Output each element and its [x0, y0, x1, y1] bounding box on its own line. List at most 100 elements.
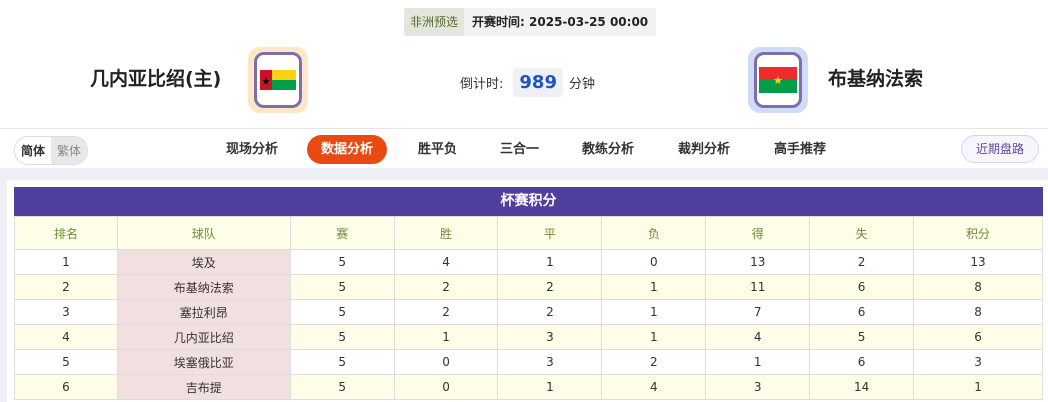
table-cell: 2 [497, 274, 603, 300]
column-header: 失 [809, 216, 915, 250]
table-cell: 4 [14, 324, 118, 350]
table-cell: 6 [809, 274, 915, 300]
table-cell: 3 [705, 374, 811, 400]
table-cell: 5 [289, 299, 395, 325]
league-label[interactable]: 非洲预选 [404, 8, 465, 36]
table-cell: 0 [393, 374, 499, 400]
table-cell: 1 [913, 374, 1043, 400]
team-cell[interactable]: 埃塞俄比亚 [116, 349, 291, 375]
table-cell: 8 [913, 299, 1043, 325]
simplified-chinese-button[interactable]: 简体 [15, 137, 52, 164]
tab-three-in-one[interactable]: 三合一 [500, 142, 540, 157]
countdown: 倒计时: 989 分钟 [460, 68, 595, 97]
team-cell[interactable]: 布基纳法索 [116, 274, 291, 300]
table-cell: 11 [705, 274, 811, 300]
away-team-name[interactable]: 布基纳法索 [828, 68, 924, 90]
kickoff-label: 开赛时间: [472, 15, 525, 29]
table-cell: 2 [809, 249, 915, 275]
table-row: 5 埃塞俄比亚 5 0 3 2 1 6 3 [14, 349, 1043, 375]
countdown-value: 989 [513, 68, 563, 97]
header-row: 排名 球队赛胜平负得失积分 [14, 216, 1043, 250]
table-cell: 2 [601, 349, 707, 375]
table-cell: 6 [809, 299, 915, 325]
table-cell: 1 [705, 349, 811, 375]
table-row: 6 吉布提 5 0 1 4 3 14 1 [14, 374, 1043, 400]
table-cell: 5 [289, 349, 395, 375]
table-cell: 3 [14, 299, 118, 325]
column-header: 胜 [393, 216, 499, 250]
tab-coach-analysis[interactable]: 教练分析 [582, 142, 635, 157]
table-cell: 13 [913, 249, 1043, 275]
table-cell: 2 [393, 299, 499, 325]
team-cell[interactable]: 几内亚比绍 [116, 324, 291, 350]
kickoff-value: 2025-03-25 00:00 [529, 15, 649, 29]
table-cell: 3 [913, 349, 1043, 375]
tab-referee-analysis[interactable]: 裁判分析 [678, 142, 731, 157]
analysis-nav: 简体 繁体 现场分析 数据分析 胜平负 三合一 教练分析 裁判分析 高手推荐 近… [0, 128, 1048, 168]
divider-left [0, 180, 7, 402]
table-cell: 13 [705, 249, 811, 275]
table-cell: 2 [393, 274, 499, 300]
table-cell: 1 [393, 324, 499, 350]
recent-trend-button[interactable]: 近期盘路 [961, 135, 1040, 163]
table-cell: 3 [497, 349, 603, 375]
countdown-unit: 分钟 [568, 77, 595, 92]
match-info-bar: 非洲预选 开赛时间: 2025-03-25 00:00 [404, 8, 657, 36]
table-cell: 6 [14, 374, 118, 400]
table-cell: 4 [705, 324, 811, 350]
burkina-faso-flag-icon [759, 67, 797, 93]
team-cell[interactable]: 吉布提 [116, 374, 291, 400]
tab-win-draw-lose[interactable]: 胜平负 [418, 142, 458, 157]
table-cell: 0 [601, 249, 707, 275]
table-row: 2 布基纳法索 5 2 2 1 11 6 8 [14, 274, 1043, 300]
language-toggle: 简体 繁体 [14, 136, 89, 165]
table-cell: 1 [497, 249, 603, 275]
table-cell: 1 [14, 249, 118, 275]
table-cell: 14 [809, 374, 915, 400]
table-row: 4 几内亚比绍 5 1 3 1 4 5 6 [14, 324, 1043, 350]
table-cell: 2 [14, 274, 118, 300]
column-header: 得 [705, 216, 811, 250]
divider [0, 168, 1048, 180]
table-cell: 5 [289, 374, 395, 400]
table-cell: 6 [913, 324, 1043, 350]
traditional-chinese-button[interactable]: 繁体 [51, 137, 88, 164]
home-team-name[interactable]: 几内亚比绍(主) [90, 68, 222, 90]
column-header: 球队 [116, 216, 291, 250]
team-cell[interactable]: 塞拉利昂 [116, 299, 291, 325]
table-cell: 5 [289, 274, 395, 300]
kickoff-time: 开赛时间: 2025-03-25 00:00 [464, 8, 657, 36]
table-cell: 4 [393, 249, 499, 275]
column-header: 平 [497, 216, 603, 250]
table-cell: 1 [601, 299, 707, 325]
table-cell: 6 [809, 349, 915, 375]
home-team-flag[interactable] [248, 47, 308, 113]
column-header: 赛 [289, 216, 395, 250]
away-team-flag[interactable] [748, 47, 808, 113]
standings-table: 杯赛积分 排名 球队赛胜平负得失积分 1 埃及 5 4 1 0 13 2 13 2 布基纳法索 5 2 2 1… [14, 187, 1043, 400]
team-cell[interactable]: 埃及 [116, 249, 291, 275]
tab-live-analysis[interactable]: 现场分析 [226, 142, 279, 157]
table-cell: 5 [289, 324, 395, 350]
standings-title: 杯赛积分 [14, 187, 1043, 216]
column-header: 积分 [913, 216, 1043, 250]
table-row: 3 塞拉利昂 5 2 2 1 7 6 8 [14, 299, 1043, 325]
table-cell: 5 [14, 349, 118, 375]
tab-expert-picks[interactable]: 高手推荐 [774, 142, 827, 157]
tab-data-analysis[interactable]: 数据分析 [307, 135, 388, 164]
table-cell: 2 [497, 299, 603, 325]
table-cell: 5 [289, 249, 395, 275]
table-cell: 1 [601, 324, 707, 350]
column-header: 负 [601, 216, 707, 250]
countdown-label: 倒计时: [460, 77, 504, 92]
table-cell: 8 [913, 274, 1043, 300]
table-cell: 4 [601, 374, 707, 400]
table-row: 1 埃及 5 4 1 0 13 2 13 [14, 249, 1043, 275]
table-cell: 3 [497, 324, 603, 350]
table-cell: 7 [705, 299, 811, 325]
table-cell: 1 [601, 274, 707, 300]
guinea-bissau-flag-icon [260, 70, 296, 90]
column-header: 排名 [14, 216, 118, 250]
table-cell: 5 [809, 324, 915, 350]
table-cell: 1 [497, 374, 603, 400]
